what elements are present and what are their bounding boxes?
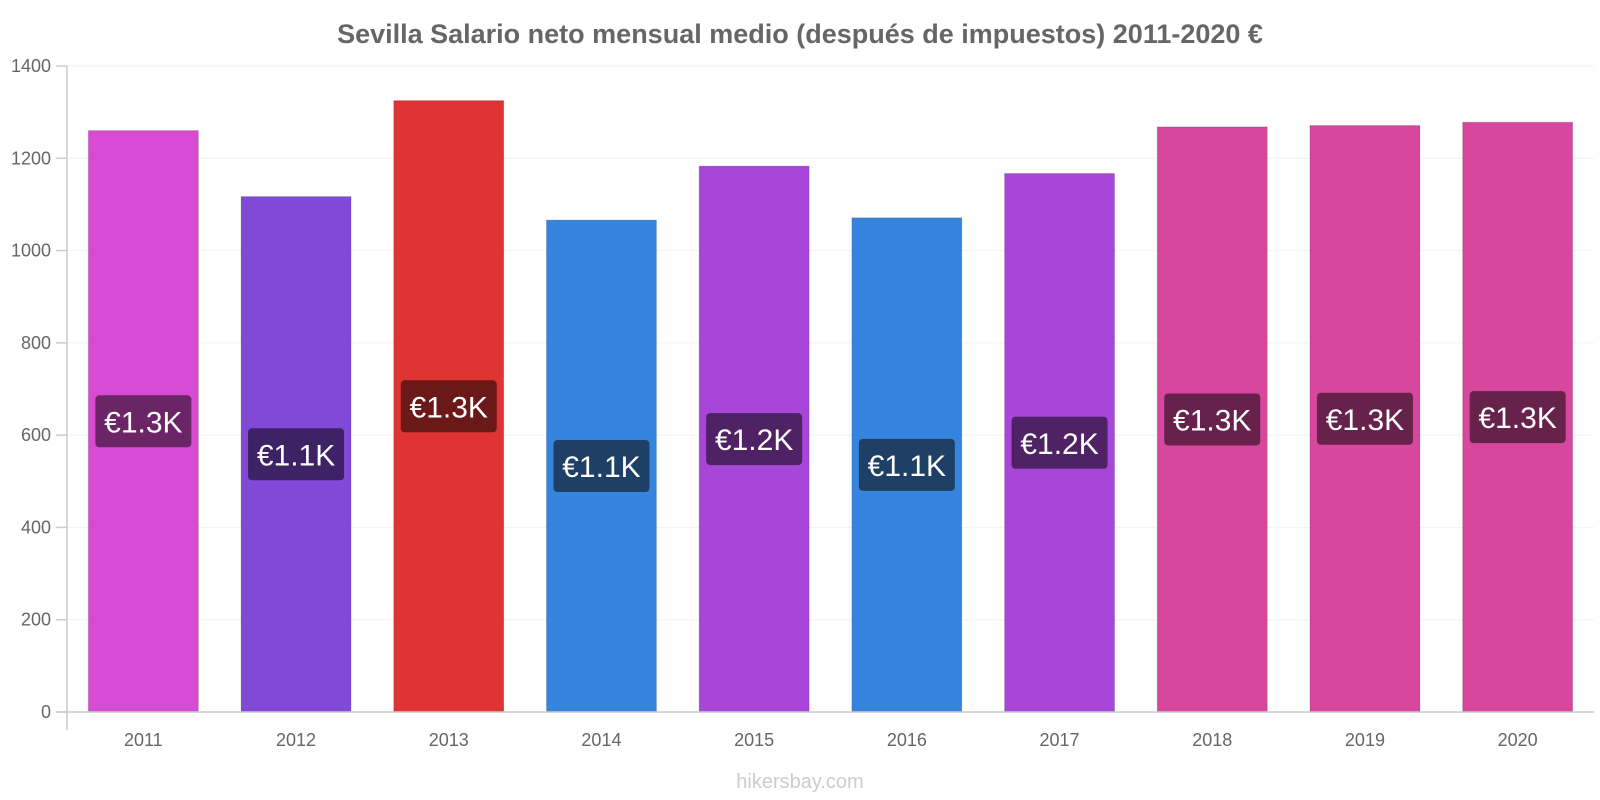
data-label-box (553, 440, 650, 493)
data-label-text: €1.3K (410, 391, 488, 424)
y-tick-label: 200 (21, 610, 51, 630)
data-labels: €1.3K €1.1K €1.3K €1.1K €1.2K €1.1K €1.2K €1.3K… (95, 380, 1566, 493)
data-label-2014: €1.1K (553, 440, 650, 493)
data-label-box (400, 380, 497, 433)
data-label-2017: €1.2K (1011, 416, 1108, 469)
data-label-text: €1.2K (1020, 428, 1098, 461)
data-label-text: €1.1K (257, 439, 335, 472)
x-tick-label: 2012 (276, 730, 316, 750)
data-label-2012: €1.1K (248, 428, 345, 481)
data-label-box (1011, 416, 1108, 469)
y-tick-label: 800 (21, 333, 51, 353)
data-label-2016: €1.1K (858, 438, 955, 491)
x-tick-label: 2014 (581, 730, 621, 750)
data-label-text: €1.3K (104, 406, 182, 439)
x-tick-label: 2013 (429, 730, 469, 750)
data-label-box (95, 395, 192, 448)
y-tick-label: 1000 (11, 241, 51, 261)
data-label-2020: €1.3K (1469, 391, 1566, 444)
data-label-box (248, 428, 345, 481)
y-tick-label: 1400 (11, 56, 51, 76)
data-label-2015: €1.2K (706, 413, 803, 466)
data-label-text: €1.3K (1326, 404, 1404, 437)
data-label-text: €1.3K (1478, 402, 1556, 435)
x-axis-ticks: 2011 2012 2013 2014 2015 2016 2017 2018 2019 2020 (124, 730, 1538, 750)
x-tick-label: 2016 (887, 730, 927, 750)
data-label-text: €1.3K (1173, 404, 1251, 437)
y-tick-label: 400 (21, 517, 51, 537)
data-label-text: €1.1K (868, 450, 946, 483)
y-tick-label: 1200 (11, 148, 51, 168)
x-tick-label: 2011 (124, 730, 163, 750)
data-label-text: €1.2K (715, 424, 793, 457)
y-axis-ticks: 0 200 400 600 800 1000 1200 1400 (11, 56, 67, 722)
chart-title: Sevilla Salario neto mensual medio (desp… (337, 19, 1263, 49)
data-label-text: €1.1K (562, 451, 640, 484)
x-tick-label: 2020 (1498, 730, 1538, 750)
x-tick-label: 2015 (734, 730, 774, 750)
data-label-2019: €1.3K (1316, 392, 1413, 445)
x-tick-label: 2018 (1192, 730, 1232, 750)
data-label-2013: €1.3K (400, 380, 497, 433)
x-tick-label: 2019 (1345, 730, 1385, 750)
x-tick-label: 2017 (1040, 730, 1080, 750)
y-tick-label: 600 (21, 425, 51, 445)
data-label-2011: €1.3K (95, 395, 192, 448)
data-label-box (1316, 392, 1413, 445)
data-label-2018: €1.3K (1164, 393, 1261, 446)
credit-text: hikersbay.com (736, 771, 863, 793)
data-label-box (1164, 393, 1261, 446)
data-label-box (1469, 391, 1566, 444)
data-label-box (706, 413, 803, 466)
data-label-box (858, 438, 955, 491)
y-tick-label: 0 (41, 702, 51, 722)
